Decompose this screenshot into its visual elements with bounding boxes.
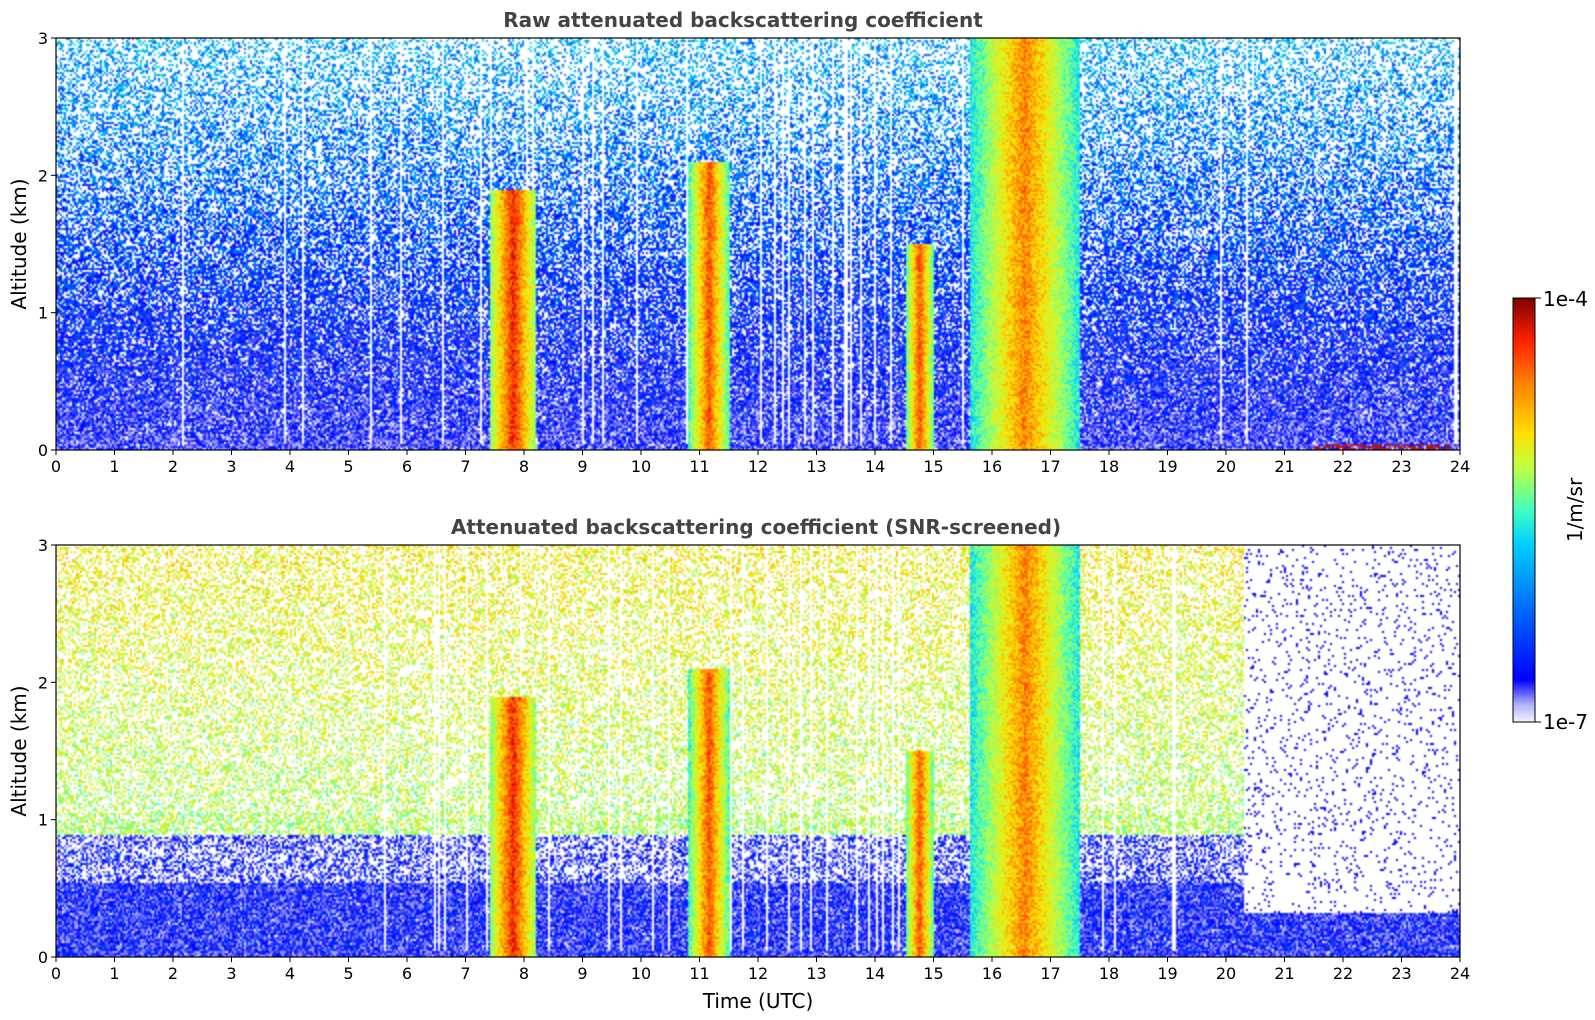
x-tick-label: 0 [51,964,61,983]
x-tick-label: 5 [343,457,353,476]
y-axis: 0 1 2 3 [38,29,56,460]
y-axis-label: Altitude (km) [7,685,31,816]
x-tick-label: 9 [577,457,587,476]
x-tick-label: 14 [865,457,885,476]
y-axis-label: Altitude (km) [7,178,31,309]
x-tick-label: 1 [109,457,119,476]
y-tick-label: 0 [38,948,48,967]
x-tick-label: 15 [923,457,943,476]
y-tick-label: 3 [38,536,48,555]
x-tick-label: 6 [402,457,412,476]
x-tick-label: 4 [285,964,295,983]
x-tick-label: 21 [1274,457,1294,476]
x-tick-label: 19 [1157,964,1177,983]
y-tick-label: 0 [38,441,48,460]
x-tick-label: 17 [1040,457,1060,476]
colorbar-min-label: 1e-7 [1543,710,1588,734]
x-tick-label: 0 [51,457,61,476]
x-tick-label: 21 [1274,964,1294,983]
y-tick-label: 3 [38,29,48,48]
x-tick-label: 8 [519,457,529,476]
x-tick-label: 16 [982,964,1002,983]
x-tick-label: 9 [577,964,587,983]
x-tick-label: 15 [923,964,943,983]
x-tick-label: 10 [631,964,651,983]
x-axis: 0 1 2 3 4 5 6 7 8 9 10 11 12 13 14 15 16 17 18 19 20 21 22 23 24 [51,957,1470,983]
colorbar-gradient [1512,297,1536,723]
y-tick-label: 2 [38,166,48,185]
x-tick-label: 13 [806,964,826,983]
x-tick-label: 7 [460,457,470,476]
x-tick-label: 13 [806,457,826,476]
x-tick-label: 20 [1216,457,1236,476]
x-tick-label: 11 [689,457,709,476]
x-tick-label: 19 [1157,457,1177,476]
x-tick-label: 22 [1333,457,1353,476]
x-tick-label: 3 [226,457,236,476]
heatmap-image [56,545,1460,957]
x-tick-label: 22 [1333,964,1353,983]
x-tick-label: 16 [982,457,1002,476]
y-axis: 0 1 2 3 [38,536,56,967]
colorbar: 1e-4 1e-7 1/m/sr [1512,287,1588,734]
x-tick-label: 24 [1450,964,1470,983]
x-tick-label: 17 [1040,964,1060,983]
panel-title: Attenuated backscattering coefficient (S… [451,515,1061,539]
y-tick-label: 1 [38,304,48,323]
x-axis: 0 1 2 3 4 5 6 7 8 9 10 11 12 13 14 15 16 17 18 19 20 21 22 23 24 [51,450,1470,476]
panel-raw: Raw attenuated backscattering coefficien… [7,8,1470,476]
colorbar-max-label: 1e-4 [1543,287,1588,311]
x-tick-label: 3 [226,964,236,983]
x-tick-label: 18 [1099,457,1119,476]
x-tick-label: 20 [1216,964,1236,983]
x-tick-label: 14 [865,964,885,983]
x-tick-label: 11 [689,964,709,983]
x-tick-label: 6 [402,964,412,983]
x-tick-label: 2 [168,457,178,476]
x-tick-label: 23 [1391,457,1411,476]
x-tick-label: 10 [631,457,651,476]
colorbar-label: 1/m/sr [1563,477,1587,542]
x-tick-label: 7 [460,964,470,983]
x-tick-label: 18 [1099,964,1119,983]
y-tick-label: 2 [38,673,48,692]
y-tick-label: 1 [38,811,48,830]
x-tick-label: 5 [343,964,353,983]
x-tick-label: 23 [1391,964,1411,983]
x-tick-label: 12 [748,457,768,476]
heatmap-image [56,38,1460,450]
panel-title: Raw attenuated backscattering coefficien… [503,8,983,32]
x-tick-label: 1 [109,964,119,983]
x-tick-label: 4 [285,457,295,476]
x-tick-label: 24 [1450,457,1470,476]
x-tick-label: 8 [519,964,529,983]
x-tick-label: 12 [748,964,768,983]
x-axis-label: Time (UTC) [702,989,814,1013]
x-tick-label: 2 [168,964,178,983]
panel-snr-screened: Attenuated backscattering coefficient (S… [7,515,1470,1013]
